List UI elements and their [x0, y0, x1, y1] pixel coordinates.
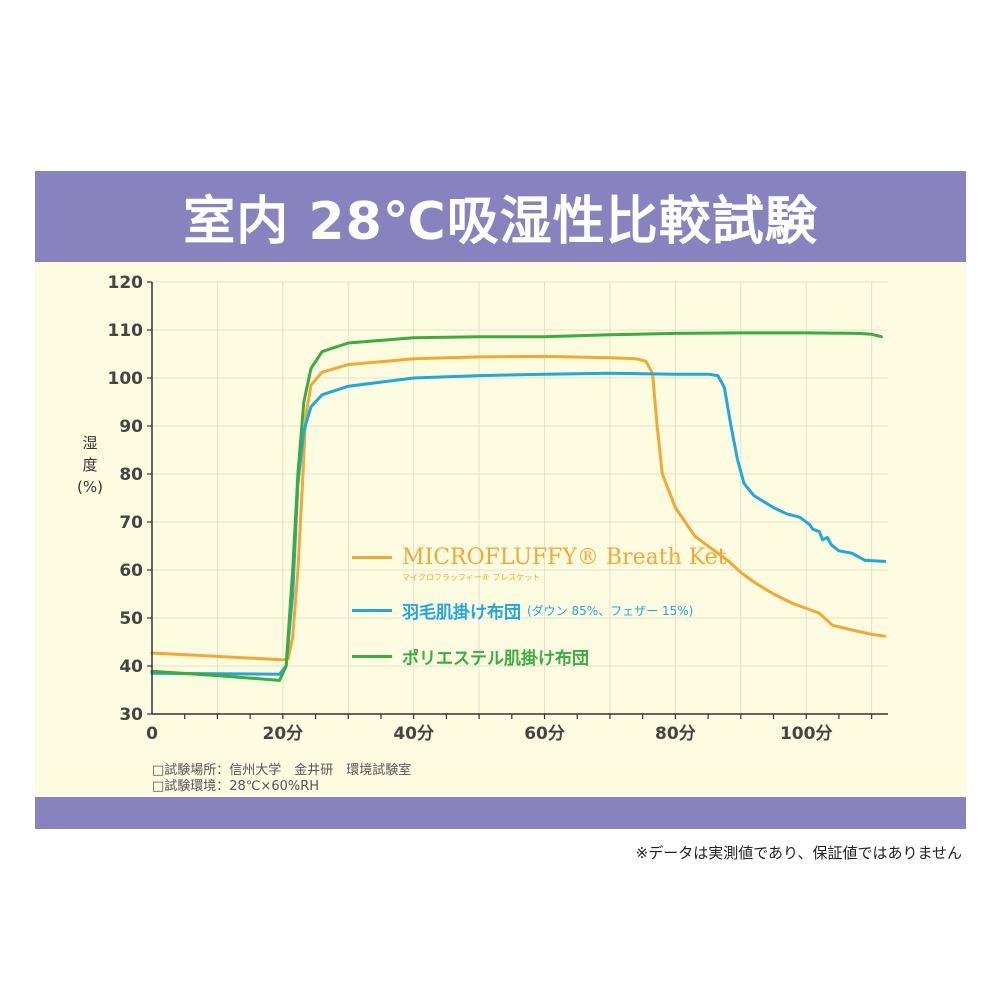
x-tick-label: 60分 [524, 724, 565, 744]
chart-panel [35, 262, 966, 798]
chart-title: 室内 28℃吸湿性比較試験 [183, 192, 818, 252]
disclaimer-note: ※データは実測値であり、保証値ではありません [635, 844, 962, 862]
y-tick-label: 90 [119, 417, 143, 437]
series-line-down [150, 371, 887, 676]
test-notes: □試験場所：信州大学 金井研 環境試験室 □試験環境：28℃×60%RH [152, 763, 411, 795]
legend-sublabel-down: (ダウン 85%、フェザー 15%) [527, 604, 694, 618]
note-test-location: □試験場所：信州大学 金井研 環境試験室 [152, 763, 412, 778]
y-tick-label: 70 [119, 513, 143, 533]
y-axis-label: 湿 度 (%) [70, 432, 110, 498]
legend-label-down: 羽毛肌掛け布団 [402, 603, 521, 623]
y-axis-label-char: 湿 [82, 434, 98, 452]
x-tick-label: 80分 [655, 724, 696, 744]
y-tick-label: 40 [119, 657, 143, 677]
note-test-environment: □試験環境：28℃×60%RH [152, 779, 320, 794]
legend-item-down: 羽毛肌掛け布団 (ダウン 85%、フェザー 15%) [352, 598, 693, 623]
y-tick-label: 50 [119, 609, 143, 629]
x-tick-label: 0 [146, 724, 158, 744]
y-tick-label: 100 [108, 369, 144, 389]
y-tick-label: 110 [108, 321, 144, 341]
y-axis-label-char: 度 [82, 456, 98, 474]
legend-swatch-down [352, 609, 392, 612]
legend-item-microfluffy: MICROFLUFFY® Breath Ket [352, 545, 726, 570]
tick-labels: 30 40 50 60 70 80 90 100 110 120 0 20分 40分 60分 80分 100分 [108, 273, 833, 744]
axes [147, 281, 888, 719]
x-tick-label: 40分 [393, 724, 434, 744]
series-line-polyester [150, 331, 883, 682]
y-tick-label: 30 [119, 705, 143, 725]
title-banner: 室内 28℃吸湿性比較試験 [35, 171, 966, 262]
y-tick-label: 120 [108, 273, 144, 293]
grid [152, 281, 888, 714]
legend-sublabel-microfluffy: マイクロフラッフィー® ブレスケット [402, 573, 541, 582]
legend-item-polyester: ポリエステル肌掛け布団 [352, 644, 589, 669]
x-tick-label: 100分 [780, 724, 833, 744]
series-line-microfluffy [150, 354, 887, 662]
legend-swatch-microfluffy [352, 556, 392, 559]
legend-label-polyester: ポリエステル肌掛け布団 [402, 649, 589, 669]
legend-swatch-polyester [352, 655, 392, 658]
y-tick-label: 60 [119, 561, 143, 581]
y-axis-label-unit: (%) [77, 478, 103, 496]
legend-label-microfluffy: MICROFLUFFY® Breath Ket [402, 545, 727, 570]
bottom-banner [35, 797, 966, 829]
series-lines [150, 331, 887, 682]
x-tick-label: 20分 [263, 724, 304, 744]
y-tick-label: 80 [119, 465, 143, 485]
